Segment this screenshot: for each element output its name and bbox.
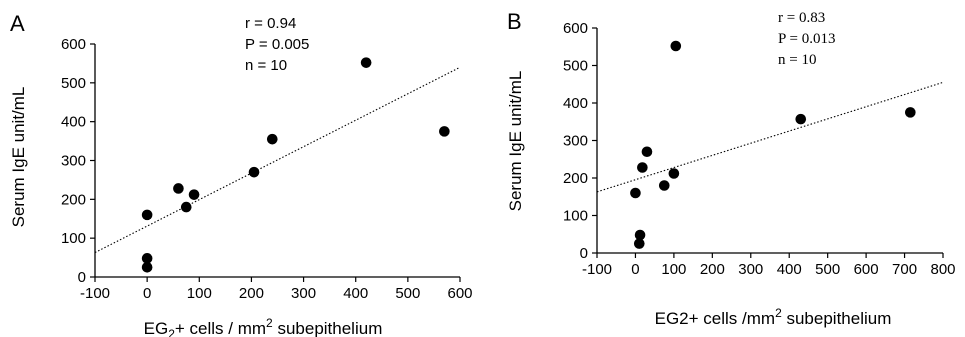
x-tick-label: 300: [291, 285, 316, 302]
data-point: [641, 146, 653, 158]
data-point: [360, 57, 372, 68]
x-axis-label-part: 2: [775, 306, 782, 320]
y-tick-label: 100: [61, 230, 86, 247]
panel-label: B: [507, 9, 522, 34]
x-tick-label: 300: [738, 261, 763, 278]
y-tick-label: 500: [61, 75, 86, 92]
x-tick-label: -100: [80, 285, 110, 302]
panel-label: A: [10, 11, 25, 36]
data-point: [188, 189, 200, 200]
x-tick-label: 700: [892, 261, 917, 278]
data-point: [633, 238, 645, 249]
y-tick-label: 200: [61, 191, 86, 208]
x-tick-label: -100: [582, 261, 612, 278]
x-axis-label-part: EG: [144, 319, 169, 337]
trend-line: [94, 66, 461, 254]
x-tick-label: 500: [395, 285, 420, 302]
data-point: [668, 168, 680, 179]
y-tick-label: 400: [563, 95, 588, 112]
trend-line: [596, 81, 944, 193]
x-tick-label: 100: [187, 285, 212, 302]
y-tick-label: 0: [580, 245, 588, 262]
data-point: [637, 162, 648, 173]
data-point: [180, 201, 192, 213]
stats-annotation: r = 0.83: [778, 10, 825, 26]
x-axis-label: EG2+ cells /mm2 subepithelium: [655, 306, 892, 328]
data-point: [634, 229, 646, 241]
y-tick-label: 500: [563, 58, 588, 75]
y-tick-label: 600: [563, 20, 588, 37]
data-point: [670, 40, 682, 52]
data-point: [630, 187, 641, 199]
x-tick-label: 600: [447, 285, 472, 302]
data-point: [439, 126, 450, 137]
data-point: [141, 253, 153, 264]
data-point: [905, 107, 916, 118]
x-axis-label-part: subepithelium: [782, 309, 892, 328]
x-tick-label: 100: [661, 261, 686, 278]
data-point: [795, 113, 807, 125]
x-tick-label: 400: [777, 261, 802, 278]
y-tick-label: 100: [563, 208, 588, 225]
x-axis-label-part: EG2+ cells /mm: [655, 309, 775, 328]
stats-annotation: n = 10: [778, 52, 816, 68]
y-tick-label: 300: [61, 153, 86, 170]
data-point: [173, 183, 184, 194]
data-point: [141, 209, 153, 221]
stats-annotation: n = 10: [245, 57, 287, 74]
x-tick-label: 200: [700, 261, 725, 278]
x-axis-label-part: subepithelium: [273, 319, 383, 337]
y-axis-label: Serum IgE unit/mL: [9, 87, 28, 228]
x-tick-label: 600: [854, 261, 879, 278]
data-point: [248, 166, 260, 178]
x-tick-label: 400: [343, 285, 368, 302]
x-tick-label: 200: [239, 285, 264, 302]
x-tick-label: 0: [631, 261, 639, 278]
x-axis-label-part: 2: [266, 316, 273, 330]
x-axis-label-part: + cells / mm: [175, 319, 266, 337]
data-point: [658, 180, 670, 191]
y-tick-label: 600: [61, 36, 86, 53]
x-axis-label: EG2+ cells / mm2 subepithelium: [144, 316, 383, 337]
stats-annotation: P = 0.013: [778, 31, 836, 47]
stats-annotation: r = 0.94: [245, 15, 296, 32]
x-tick-label: 500: [815, 261, 840, 278]
y-tick-label: 0: [78, 269, 86, 286]
data-point: [266, 133, 278, 145]
x-tick-label: 0: [143, 285, 151, 302]
data-point: [141, 261, 153, 273]
stats-annotation: P = 0.005: [245, 36, 309, 53]
x-axis-label-part: 2: [168, 327, 175, 337]
y-tick-label: 200: [563, 170, 588, 187]
x-tick-label: 800: [930, 261, 955, 278]
y-tick-label: 400: [61, 114, 86, 131]
y-tick-label: 300: [563, 133, 588, 150]
y-axis-label: Serum IgE unit/mL: [506, 71, 525, 212]
